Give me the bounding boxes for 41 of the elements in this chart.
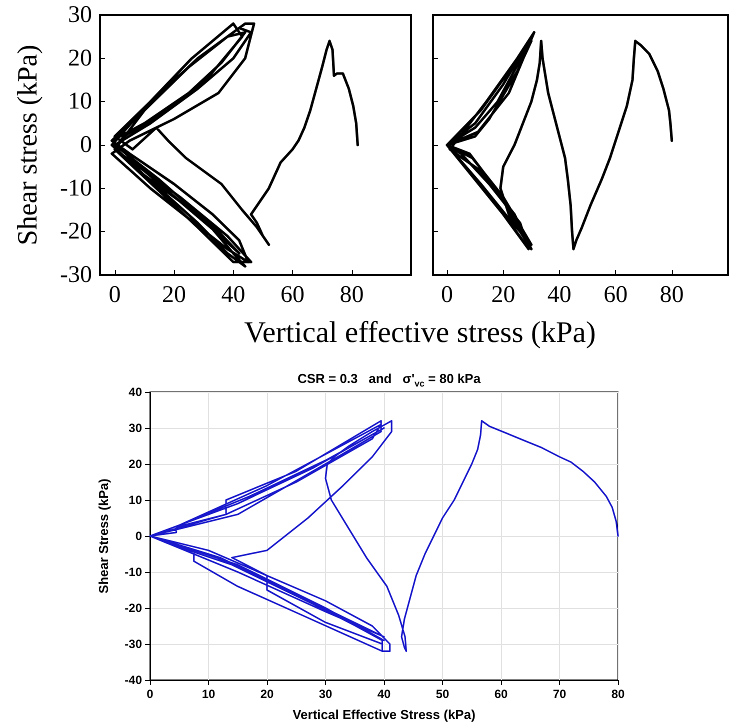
y-tick-label: 10	[68, 88, 92, 115]
y-tick-label: 0	[135, 529, 142, 543]
y-tick-label: -20	[124, 601, 142, 615]
y-tick-label: -10	[124, 565, 142, 579]
x-tick-label: 20	[260, 687, 274, 701]
x-tick-label: 50	[436, 687, 450, 701]
x-tick-label: 0	[108, 282, 121, 308]
y-tick-label: 30	[68, 2, 92, 28]
line-series	[149, 420, 619, 652]
y-tick-label: -20	[60, 218, 92, 245]
x-tick-label: 40	[377, 687, 391, 701]
x-tick-label: 80	[611, 687, 625, 701]
y-tick-label: -40	[124, 673, 142, 687]
x-axis-title: Vertical Effective Stress (kPa)	[292, 707, 476, 722]
x-tick-label: 0	[441, 282, 454, 308]
y-tick-label: 30	[128, 421, 142, 435]
x-tick-label: 60	[280, 282, 305, 308]
x-tick-label: 20	[491, 282, 516, 308]
x-tick-label: 60	[494, 687, 508, 701]
y-tick-label: 20	[68, 45, 92, 72]
x-tick-label: 80	[340, 282, 364, 308]
x-tick-label: 30	[318, 687, 332, 701]
y-tick-label: -30	[124, 637, 142, 651]
y-axis-title: Shear stress (kPa)	[12, 44, 44, 246]
y-axis-title: Shear Stress (kPa)	[96, 478, 111, 594]
x-tick-label: 10	[202, 687, 216, 701]
x-tick-label: 0	[146, 687, 154, 701]
y-tick-label: 40	[128, 385, 142, 399]
y-tick-label: 20	[128, 457, 142, 471]
y-tick-label: 10	[128, 493, 142, 507]
y-tick-label: -30	[60, 262, 92, 288]
x-tick-label: 60	[604, 282, 628, 308]
x-tick-label: 80	[660, 282, 684, 308]
x-tick-label: 20	[162, 282, 186, 308]
y-tick-label: 0	[80, 132, 92, 158]
x-tick-label: 40	[547, 282, 572, 308]
x-tick-label: 70	[552, 687, 566, 701]
line-series	[110, 22, 359, 268]
x-tick-label: 40	[221, 282, 246, 308]
y-tick-label: -10	[60, 175, 92, 202]
x-axis-title: Vertical effective stress (kPa)	[243, 316, 597, 350]
